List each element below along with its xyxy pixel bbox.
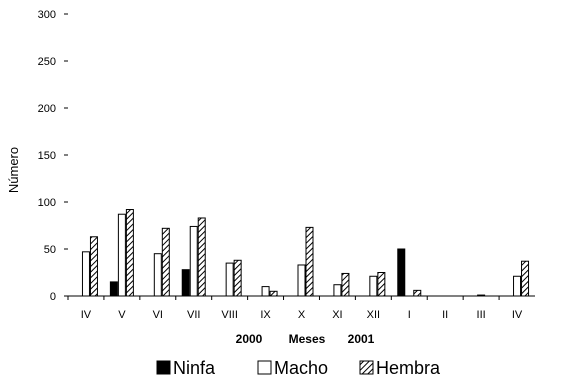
x-axis-title: 2000 Meses 2001 <box>236 332 375 346</box>
x-tick-label: X <box>298 309 306 321</box>
x-tick-label: III <box>477 309 486 321</box>
y-tick-label: 0 <box>50 291 56 303</box>
bar-hembra <box>197 217 206 297</box>
x-tick-label: VI <box>153 309 163 321</box>
bar-hembra <box>341 272 350 297</box>
bar-hembra <box>377 272 386 297</box>
bar-macho <box>369 275 378 297</box>
x-tick-label: IV <box>512 309 523 321</box>
bar-hembra <box>233 259 242 297</box>
x-tick-label: IX <box>260 309 271 321</box>
legend-label-ninfa: Ninfa <box>173 358 216 378</box>
x-axis-year-left: 2000 <box>236 332 263 346</box>
y-axis-ticks: 0 50 100 150 200 250 300 <box>38 9 68 303</box>
x-tick-label: IV <box>81 309 92 321</box>
x-axis-label: Meses <box>289 332 326 346</box>
y-tick-label: 200 <box>38 103 56 115</box>
bar-ninfa <box>181 269 190 297</box>
x-tick-label: XI <box>332 309 342 321</box>
legend-swatch-macho <box>257 360 272 375</box>
bar-ninfa <box>109 281 118 297</box>
x-tick-label: V <box>118 309 126 321</box>
bar-macho <box>189 225 198 297</box>
y-tick-label: 100 <box>38 197 56 209</box>
legend-item-macho: Macho <box>257 358 328 378</box>
bar-macho <box>513 275 522 297</box>
legend-item-hembra: Hembra <box>359 358 441 378</box>
bar-hembra <box>161 227 170 297</box>
x-tick-label: I <box>408 309 411 321</box>
x-axis-year-right: 2001 <box>348 332 375 346</box>
bar-macho <box>333 284 342 297</box>
bar-hembra <box>305 226 314 297</box>
legend-item-ninfa: Ninfa <box>156 358 216 378</box>
x-axis-categories: IV V VI VII VIII IX X XI XII I II III IV <box>67 296 523 321</box>
bar-hembra <box>125 209 134 297</box>
x-tick-label: VII <box>187 309 200 321</box>
bar-macho <box>81 251 90 297</box>
legend: Ninfa Macho Hembra <box>156 358 441 378</box>
bar-macho <box>297 264 306 297</box>
x-tick-label: XII <box>367 309 380 321</box>
y-axis-label: Número <box>6 147 21 193</box>
y-tick-label: 50 <box>44 244 56 256</box>
legend-label-macho: Macho <box>274 358 328 378</box>
bar-hembra <box>521 260 530 297</box>
bar-hembra <box>413 289 422 297</box>
bars <box>81 209 530 297</box>
bar-macho <box>153 253 162 297</box>
x-tick-label: II <box>442 309 448 321</box>
bar-ninfa <box>397 248 406 297</box>
y-tick-label: 300 <box>38 9 56 21</box>
bar-macho <box>117 213 126 297</box>
legend-swatch-ninfa <box>156 360 171 375</box>
bar-macho <box>225 262 234 297</box>
bar-macho <box>261 286 270 297</box>
legend-label-hembra: Hembra <box>376 358 441 378</box>
x-tick-label: VIII <box>221 309 238 321</box>
bar-hembra <box>269 290 278 297</box>
y-tick-label: 150 <box>38 150 56 162</box>
y-tick-label: 250 <box>38 56 56 68</box>
legend-swatch-hembra <box>359 360 374 375</box>
bar-hembra <box>89 236 98 297</box>
